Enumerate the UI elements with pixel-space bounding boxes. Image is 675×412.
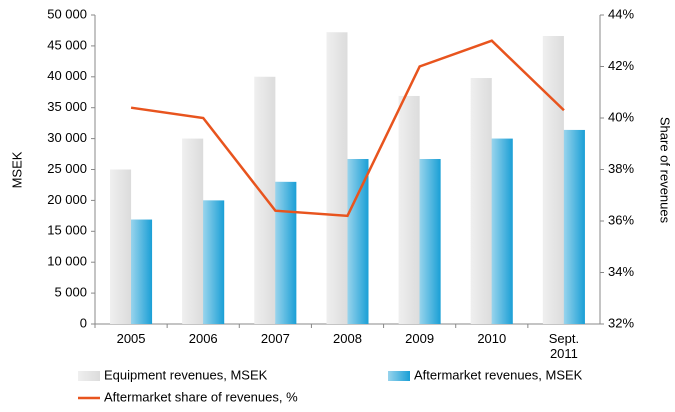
y-tick-label: 5 000: [54, 285, 87, 300]
x-tick-label: 2006: [188, 331, 218, 346]
y2-axis-label: Share of revenues: [658, 117, 673, 224]
bar: [419, 158, 441, 324]
legend-label: Equipment revenues, MSEK: [104, 367, 268, 382]
y2-tick-label: 34%: [608, 264, 634, 279]
y-axis-label: MSEK: [9, 151, 24, 188]
x-tick-label: Sept. 2011: [548, 331, 580, 361]
x-tick-label: 2008: [333, 331, 362, 346]
legend-label: Aftermarket share of revenues, %: [104, 389, 298, 404]
y2-tick-label: 44%: [608, 6, 634, 21]
y-tick-label: 45 000: [47, 37, 87, 52]
bar: [182, 138, 204, 324]
y2-tick-label: 32%: [608, 315, 634, 330]
y-tick-label: 25 000: [47, 161, 87, 176]
x-tick-label: 2005: [116, 331, 146, 346]
y-tick-label: 20 000: [47, 192, 87, 207]
legend-label: Aftermarket revenues, MSEK: [414, 367, 583, 382]
bar: [254, 76, 276, 324]
y-tick-label: 35 000: [47, 99, 87, 114]
bar: [563, 129, 585, 324]
y-tick-label: 40 000: [47, 68, 87, 83]
y-tick-label: 30 000: [47, 130, 87, 145]
y2-tick-label: 40%: [608, 109, 634, 124]
x-tick-label: 2010: [477, 331, 507, 346]
y-tick-label: 15 000: [47, 223, 87, 238]
bar: [110, 169, 132, 324]
bar: [491, 138, 513, 324]
y2-tick-label: 42%: [608, 58, 634, 73]
bar: [131, 219, 153, 324]
x-tick-label: 2009: [405, 331, 435, 346]
bar: [326, 32, 348, 324]
bar: [275, 181, 297, 324]
bar: [398, 95, 420, 324]
bar: [542, 36, 564, 325]
x-tick-label: 2007: [260, 331, 290, 346]
bar: [203, 200, 225, 324]
bar: [347, 158, 369, 324]
y-tick-label: 50 000: [47, 6, 87, 21]
y-tick-label: 0: [80, 315, 87, 330]
bar: [470, 78, 492, 324]
y2-tick-label: 38%: [608, 161, 634, 176]
line: [130, 39, 565, 218]
y-tick-label: 10 000: [47, 254, 87, 269]
y2-tick-label: 36%: [608, 212, 634, 227]
